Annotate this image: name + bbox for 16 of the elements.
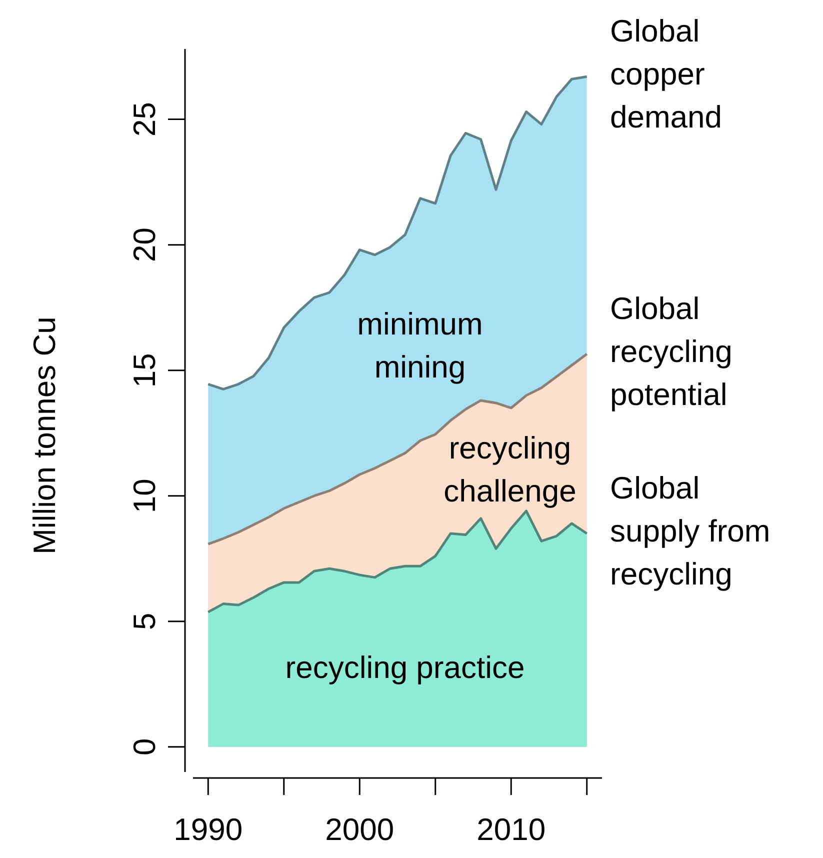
annotation: minimum mining — [357, 306, 483, 385]
x-tick-label: 2010 — [476, 812, 546, 847]
y-tick-label: 20 — [127, 228, 162, 262]
x-tick-label: 1990 — [174, 812, 243, 847]
y-tick-label: 10 — [127, 478, 162, 514]
series-label: Global recycling potential — [610, 291, 732, 412]
y-tick-label: 5 — [127, 612, 162, 630]
annotation: recycling practice — [285, 650, 525, 686]
x-tick-label: 2000 — [325, 812, 394, 847]
y-axis-title: Million tonnes Cu — [27, 316, 62, 554]
y-tick-label: 25 — [127, 102, 162, 137]
series-label: Global copper demand — [610, 14, 722, 135]
y-tick-label: 15 — [127, 353, 162, 388]
annotation: recycling challenge — [444, 430, 576, 509]
y-tick-label: 0 — [127, 738, 162, 756]
series-label: Global supply from recycling — [610, 470, 770, 592]
